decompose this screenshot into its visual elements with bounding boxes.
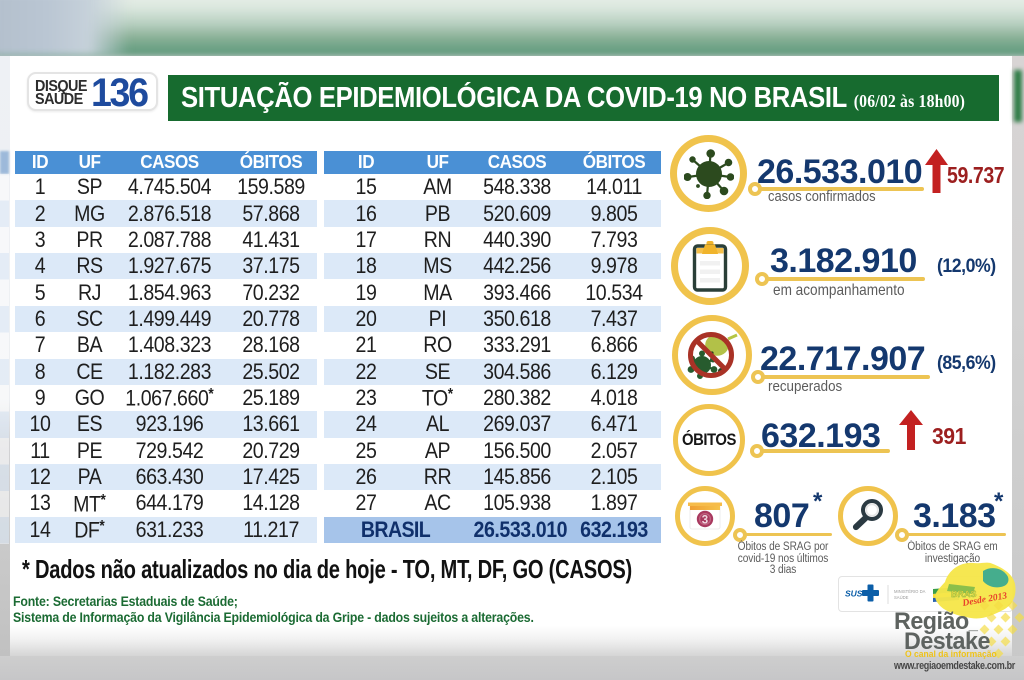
svg-text:SUS: SUS bbox=[845, 589, 863, 599]
svg-text:3: 3 bbox=[702, 514, 708, 526]
svg-text:BRAS: BRAS bbox=[951, 589, 977, 599]
svg-text:SAÚDE: SAÚDE bbox=[894, 595, 909, 600]
svg-text:MINISTÉRIO DA: MINISTÉRIO DA bbox=[894, 589, 926, 594]
